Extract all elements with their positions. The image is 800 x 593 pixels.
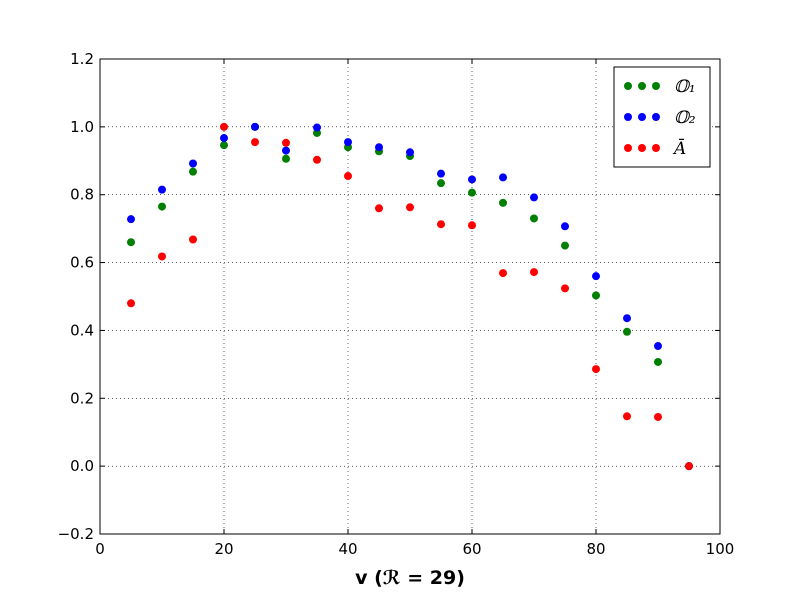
data-point <box>499 269 507 278</box>
series-3 <box>127 122 693 471</box>
legend-marker <box>652 113 660 121</box>
data-point <box>127 299 135 308</box>
data-point <box>654 342 662 351</box>
x-tick-labels: 0 20 40 60 80 100 <box>95 540 734 558</box>
data-point <box>437 220 445 229</box>
data-point <box>561 284 569 293</box>
data-point <box>530 268 538 277</box>
data-point <box>592 291 600 300</box>
data-point <box>189 159 197 168</box>
data-point <box>406 203 414 212</box>
x-tick-label: 40 <box>338 540 357 558</box>
y-tick-label: 0.0 <box>70 457 94 475</box>
legend-item-1: 𝕆₁ <box>624 77 696 97</box>
data-point <box>282 146 290 155</box>
y-tick-labels: −0.2 0.0 0.2 0.4 0.6 0.8 1.0 1.2 <box>58 50 94 543</box>
y-tick-label: 1.0 <box>70 118 94 136</box>
data-point <box>313 155 321 164</box>
data-point <box>623 314 631 323</box>
data-point <box>623 412 631 421</box>
y-tick-label: −0.2 <box>58 525 94 543</box>
legend-label: 𝕆₂ <box>674 108 696 128</box>
data-point <box>499 198 507 207</box>
legend: 𝕆₁ 𝕆₂ Ā <box>613 66 711 168</box>
data-point <box>189 167 197 176</box>
data-point <box>220 141 228 150</box>
y-tick-label: 0.2 <box>70 389 94 407</box>
data-point <box>468 188 476 197</box>
plot-frame <box>99 58 721 535</box>
x-tick-label: 0 <box>95 540 105 558</box>
legend-label: Ā <box>672 138 686 159</box>
x-tick-label: 60 <box>462 540 481 558</box>
data-point <box>282 154 290 163</box>
legend-item-3: Ā <box>624 138 686 159</box>
data-point <box>654 357 662 366</box>
data-point <box>530 193 538 202</box>
data-point <box>499 173 507 182</box>
data-point <box>313 123 321 132</box>
legend-marker <box>624 113 632 121</box>
data-point <box>127 238 135 247</box>
data-points <box>127 122 693 471</box>
data-point <box>375 204 383 213</box>
data-point <box>158 185 166 194</box>
y-tick-label: 0.6 <box>70 254 94 272</box>
data-point <box>251 138 259 147</box>
data-point <box>437 169 445 178</box>
data-point <box>282 138 290 147</box>
data-point <box>220 134 228 143</box>
data-point <box>592 365 600 374</box>
data-point <box>344 172 352 181</box>
x-tick-label: 20 <box>214 540 233 558</box>
data-point <box>561 222 569 231</box>
legend-item-2: 𝕆₂ <box>624 108 696 128</box>
data-point <box>344 138 352 147</box>
legend-marker <box>652 144 660 152</box>
legend-marker <box>624 82 632 90</box>
legend-marker <box>638 113 646 121</box>
data-point <box>685 462 693 471</box>
x-tick-label: 100 <box>706 540 735 558</box>
y-tick-label: 0.4 <box>70 321 94 339</box>
data-point <box>158 202 166 211</box>
data-point <box>654 412 662 421</box>
legend-marker <box>624 144 632 152</box>
data-point <box>468 175 476 184</box>
data-point <box>189 235 197 244</box>
data-point <box>220 122 228 131</box>
legend-marker <box>638 144 646 152</box>
data-point <box>375 143 383 152</box>
legend-marker <box>652 82 660 90</box>
legend-marker <box>638 82 646 90</box>
y-tick-label: 0.8 <box>70 186 94 204</box>
data-point <box>561 241 569 250</box>
data-point <box>406 148 414 157</box>
axis-ticks <box>99 58 721 535</box>
data-point <box>468 221 476 230</box>
data-point <box>437 179 445 188</box>
x-axis-label: v (ℛ = 29) <box>355 567 465 589</box>
data-point <box>127 215 135 224</box>
y-tick-label: 1.2 <box>70 50 94 68</box>
data-point <box>592 272 600 281</box>
legend-label: 𝕆₁ <box>674 77 696 97</box>
data-point <box>251 122 259 131</box>
data-point <box>530 214 538 223</box>
x-tick-label: 80 <box>586 540 605 558</box>
data-point <box>158 252 166 261</box>
data-point <box>623 327 631 336</box>
